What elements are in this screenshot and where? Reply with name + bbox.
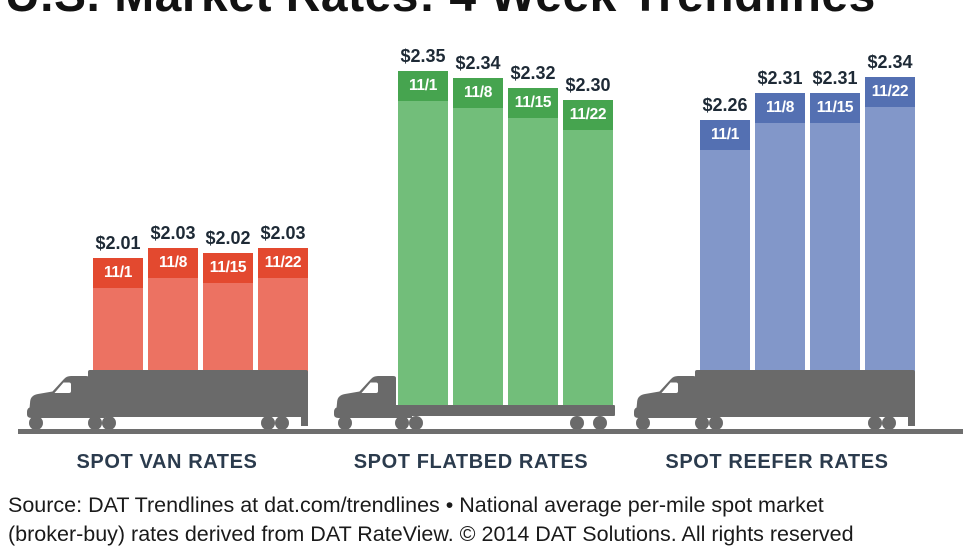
flatbed-truck-icon (334, 376, 615, 430)
reefer-truck-icon (634, 370, 915, 430)
bar-reefer-11-15: $2.31 11/15 (810, 68, 860, 375)
bar-flatbed-11-8: $2.34 11/8 (453, 53, 503, 410)
bar-date-label: 11/15 (508, 88, 558, 118)
bar-date-label: 11/22 (865, 77, 915, 107)
bar-date-label: 11/1 (93, 258, 143, 288)
bar-date-label: 11/22 (258, 248, 308, 278)
cab-window (661, 382, 678, 393)
van-truck-icon (27, 370, 308, 430)
bar-value-label: $2.34 (867, 52, 913, 72)
bar-van-11-8: $2.03 11/8 (148, 223, 198, 375)
bar-flatbed-11-1: $2.35 11/1 (398, 46, 448, 410)
bar-value-label: $2.30 (565, 75, 611, 95)
truck-body (634, 370, 915, 430)
cab-window (361, 382, 378, 393)
bar-date-label: 11/1 (398, 71, 448, 101)
bar-value-label: $2.31 (757, 68, 803, 88)
bar-value-label: $2.03 (260, 223, 306, 243)
group-label-reefer: SPOT REEFER RATES (665, 451, 889, 473)
bar-flatbed-11-15: $2.32 11/15 (508, 63, 558, 410)
bar-value-label: $2.03 (150, 223, 196, 243)
bar-value-label: $2.02 (205, 228, 251, 248)
group-label-flatbed: SPOT FLATBED RATES (353, 451, 589, 473)
source-line-2: (broker-buy) rates derived from DAT Rate… (8, 521, 854, 546)
bar-date-label: 11/1 (700, 120, 750, 150)
bar-date-label: 11/15 (203, 253, 253, 283)
group-label-van: SPOT VAN RATES (76, 451, 258, 473)
bar-reefer-11-1: $2.26 11/1 (700, 95, 750, 375)
bar-value-label: $2.35 (400, 46, 446, 66)
bar-reefer-11-8: $2.31 11/8 (755, 68, 805, 375)
bar-van-11-15: $2.02 11/15 (203, 228, 253, 375)
bar-date-label: 11/8 (755, 93, 805, 123)
bar-flatbed-11-22: $2.30 11/22 (563, 75, 613, 410)
source-line-1: Source: DAT Trendlines at dat.com/trendl… (8, 493, 824, 517)
bar-date-label: 11/8 (453, 78, 503, 108)
bar-van-11-22: $2.03 11/22 (258, 223, 308, 375)
bar-van-11-1: $2.01 11/1 (93, 233, 143, 375)
bar-value-label: $2.31 (812, 68, 858, 88)
bar-date-label: 11/8 (148, 248, 198, 278)
bar-value-label: $2.26 (702, 95, 748, 115)
truck-body (27, 370, 308, 430)
bar-value-label: $2.34 (455, 53, 501, 73)
source-attribution: Source: DAT Trendlines at dat.com/trendl… (8, 491, 854, 548)
chart-title: U.S. Market Rates: 4 Week Trendlines (5, 0, 876, 23)
bar-value-label: $2.01 (95, 233, 141, 253)
road-line (18, 429, 963, 434)
bar-date-label: 11/22 (563, 100, 613, 130)
truck-body (334, 376, 615, 430)
bar-reefer-11-22: $2.34 11/22 (865, 52, 915, 375)
bar-date-label: 11/15 (810, 93, 860, 123)
bar-value-label: $2.32 (510, 63, 556, 83)
cab-window (54, 382, 71, 393)
